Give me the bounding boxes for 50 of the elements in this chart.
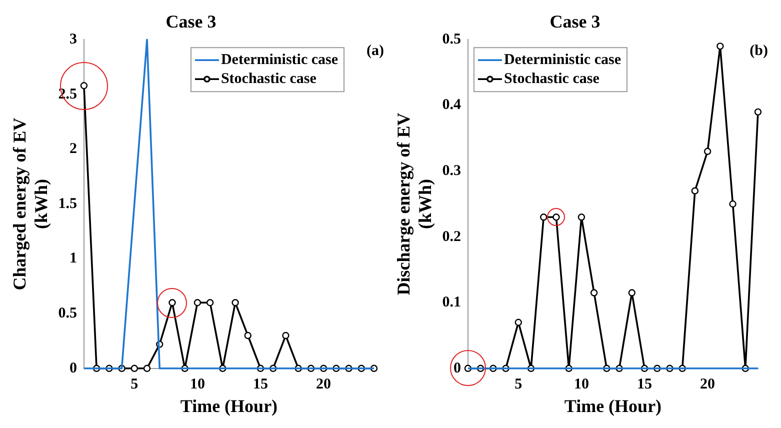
y-tick-label: 0.4	[442, 97, 462, 114]
point	[514, 318, 522, 326]
y-tick-label: 0.3	[442, 162, 461, 179]
point	[80, 82, 88, 90]
annotation: (b)	[750, 42, 768, 59]
point	[716, 42, 724, 50]
y-tick-label: 1	[69, 250, 77, 267]
point	[628, 289, 636, 296]
x-axis-title: Time (Hour)	[564, 396, 662, 416]
y-axis-title: Charged energy of EV (kWh)	[9, 118, 52, 290]
point	[590, 289, 598, 296]
y-tick-label: 0.5	[58, 305, 77, 322]
point	[754, 108, 762, 116]
x-tick-label: 15	[637, 376, 652, 392]
point	[578, 214, 586, 221]
y-tick-label: 0	[69, 360, 77, 376]
chart-title: Case 3	[550, 11, 600, 32]
x-tick-label: 20	[700, 376, 716, 392]
annotation: (a)	[366, 42, 384, 59]
x-axis-title: Time (Hour)	[180, 396, 278, 416]
x-tick-label: 10	[190, 376, 205, 392]
point	[540, 214, 548, 221]
y-tick-label: 1.5	[58, 196, 77, 212]
point	[282, 332, 290, 340]
point	[130, 364, 138, 372]
legend-label: Stochastic case	[220, 70, 317, 87]
x-tick-label: 15	[253, 376, 268, 392]
point	[244, 332, 252, 340]
point	[206, 299, 214, 306]
x-tick-label: 5	[130, 376, 138, 392]
y-tick-label: 0.2	[442, 228, 461, 245]
x-tick-label: 5	[514, 376, 522, 392]
y-tick-label: 0	[453, 360, 461, 376]
legend-label: Deterministic case	[220, 52, 338, 68]
y-tick-label: 3	[69, 31, 77, 48]
legend-label: Stochastic case	[504, 70, 600, 87]
point	[704, 148, 712, 155]
point	[729, 200, 736, 208]
x-tick-label: 20	[316, 376, 332, 392]
point	[232, 299, 239, 306]
point	[143, 364, 151, 372]
point	[194, 299, 202, 306]
chart-title: Case 3	[166, 11, 216, 32]
x-tick-label: 10	[574, 376, 589, 392]
legend-label: Deterministic case	[504, 52, 622, 68]
y-tick-label: 2	[69, 141, 77, 158]
y-axis-title: Discharge energy of EV (kWh)	[393, 112, 436, 296]
y-tick-label: 0.5	[442, 31, 461, 48]
point	[691, 187, 699, 194]
y-tick-label: 0.1	[442, 294, 461, 311]
